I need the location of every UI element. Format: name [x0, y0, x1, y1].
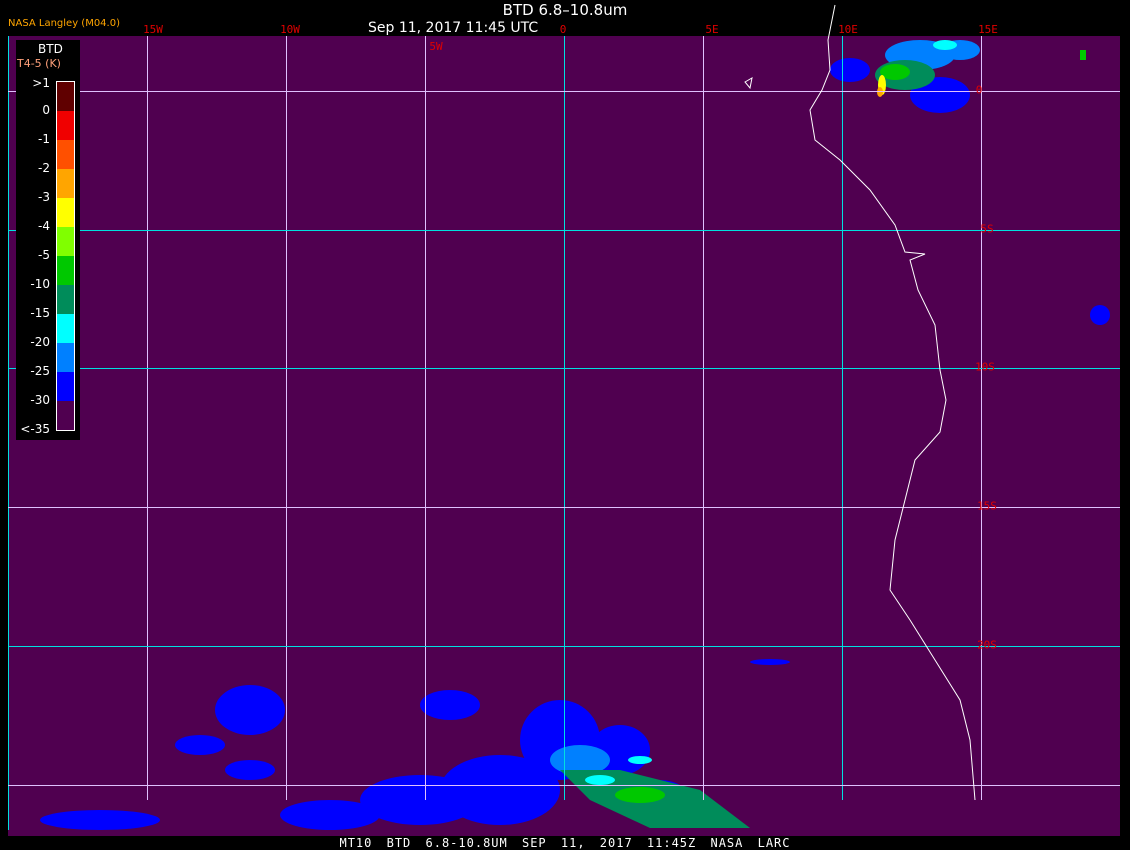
legend-swatch: [57, 82, 74, 111]
legend-colorbar: [56, 81, 75, 431]
lon-label: 5W: [429, 40, 443, 53]
legend-swatch: [57, 256, 74, 285]
lat-lon-grid: [8, 36, 1120, 830]
map-title: BTD 6.8–10.8um: [502, 1, 628, 19]
legend-label: -5: [38, 248, 50, 262]
lat-label: 0: [975, 83, 983, 97]
legend-label: -10: [30, 277, 50, 291]
lon-label: 0: [559, 23, 567, 36]
credit-label: NASA Langley (M04.0): [8, 18, 120, 29]
lat-label: 10S: [975, 360, 995, 374]
lon-label: 15W: [143, 23, 163, 36]
legend-label: -3: [38, 190, 50, 204]
legend-label: <-35: [20, 422, 50, 436]
legend-swatch: [57, 227, 74, 256]
legend-label: >1: [32, 76, 50, 90]
legend-swatch: [57, 169, 74, 198]
coastline: [809, 4, 976, 801]
color-legend: BTD T4-5 (K) >1 0 -1 -2 -3 -4 -5 -10 -15 -20 -25 -3…: [16, 40, 80, 440]
legend-swatch: [57, 140, 74, 169]
legend-swatch: [57, 401, 74, 430]
legend-label: -20: [30, 335, 50, 349]
lon-label: 5E: [705, 23, 719, 36]
lon-label: 10W: [280, 23, 300, 36]
cloud-cyan: [585, 40, 957, 785]
map-datetime: Sep 11, 2017 11:45 UTC: [368, 20, 539, 36]
cloud-fields: [40, 40, 1110, 830]
legend-label: -30: [30, 393, 50, 407]
legend-swatch: [57, 198, 74, 227]
cloud-blue: [40, 58, 1110, 830]
legend-label: -15: [30, 306, 50, 320]
lat-label: 20S: [977, 638, 997, 652]
legend-label: -4: [38, 219, 50, 233]
legend-label: -25: [30, 364, 50, 378]
legend-label: 0: [42, 103, 50, 117]
footer-caption: MT10 BTD 6.8-10.8UM SEP 11, 2017 11:45Z …: [339, 836, 791, 850]
legend-swatch: [57, 343, 74, 372]
lat-label: 15S: [977, 499, 997, 513]
legend-swatch: [57, 314, 74, 343]
lat-label: 5S: [980, 222, 994, 236]
legend-swatch: [57, 111, 74, 140]
lon-label: 15E: [978, 23, 998, 36]
island: [744, 77, 753, 90]
legend-swatch: [57, 372, 74, 401]
lon-label: 10E: [838, 23, 858, 36]
cloud-green: [615, 50, 1086, 803]
legend-title: BTD: [38, 42, 63, 56]
legend-swatch: [57, 285, 74, 314]
legend-label: -2: [38, 161, 50, 175]
legend-label: -1: [38, 132, 50, 146]
legend-unit: T4-5 (K): [17, 57, 61, 70]
